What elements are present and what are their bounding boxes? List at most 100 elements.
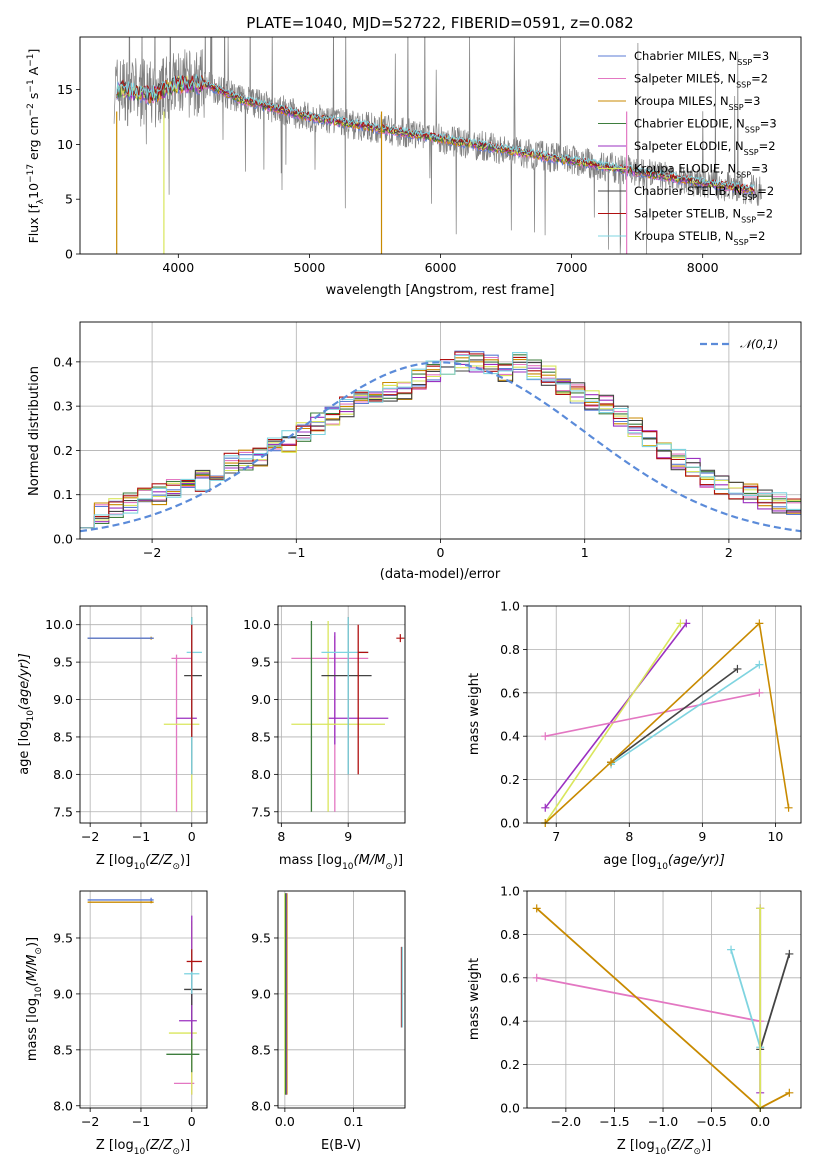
y-tick-label: 8.0 [53,1098,73,1113]
x-tick-label: 0 [188,1114,196,1129]
marker-plus [727,945,736,954]
halpha-line [513,37,516,156]
z-mass-ylabel: mass [log10(M/M⊙)] [25,937,44,1061]
legend-label-value: =3 [760,117,777,131]
y-tick-label: 8.0 [251,1098,271,1113]
age-massweight-axes-frame [526,605,802,824]
residual-histogram: −2 −1 0 1 2 0.0 0.1 0.2 0.3 0.4 𝒩(0,1) (data-mode… [27,321,802,582]
mass-weight-line [759,953,791,1050]
y-tick-label: 0.8 [500,642,520,657]
marker-plus [607,758,616,767]
marker-plus [756,904,765,913]
y-tick-label: 0.3 [53,399,73,414]
legend-label: Kroupa MILES, NSSP=3 [634,94,760,112]
y-tick-label: 8.5 [251,729,271,744]
z-massweight-axes-frame [526,890,802,1109]
marker-plus [532,904,541,913]
x-tick-label: −2 [143,545,161,560]
x-tick-label: 0.1 [344,1114,364,1129]
legend-label: Chabrier STELIB, NSSP=2 [634,184,774,202]
z-mass-axes-frame [79,890,208,1109]
y-tick-label: 0.6 [500,970,520,985]
y-tick-label: 0.0 [500,1101,520,1116]
legend-label: Chabrier ELODIE, NSSP=3 [634,117,777,135]
z-massweight-xlabel: Z [log10(Z/Z⊙)] [617,1138,711,1157]
y-tick-label: 1.0 [500,599,520,614]
x-tick-label: 2 [725,545,733,560]
y-tick-label: 0.8 [500,927,520,942]
legend-label-value: =2 [756,207,773,221]
ebv-mass-axes-frame [277,890,406,1109]
marker-plus [785,949,794,958]
z-age-ylabel: age [log10(age/yr)] [17,653,36,775]
marker-plus [676,619,685,628]
ebv-mass-plot: 0.0 0.1 8.0 8.5 9.0 9.5 E(B-V) [251,890,406,1153]
legend-label-sub: SSP [737,58,752,67]
x-tick-label: 6000 [425,260,457,275]
spectrum-ylabel: Flux [fλ10−17 erg cm−2 s−1 A−1] [26,49,46,244]
x-tick-label: 7 [552,829,560,844]
y-tick-label: 9.0 [251,692,271,707]
mass-age-xlabel: mass [log10(M/M⊙)] [279,853,403,872]
marker-plus [541,803,550,812]
x-tick-label: −0.5 [696,1114,726,1129]
age-massweight-plot: 7 8 9 10 0.0 0.2 0.4 0.6 0.8 1.0 age [log10(age/y… [467,599,802,872]
y-tick-label: 15 [57,82,73,97]
x-tick-label: 8 [625,829,633,844]
mass-weight-line [610,668,738,763]
ebv-mass-xlabel: E(B-V) [321,1138,361,1153]
spectrum-plot: 4000 5000 6000 7000 8000 0 5 10 15 Chabrier MILE… [26,36,802,298]
y-tick-label: 1.0 [500,884,520,899]
y-tick-label: 5 [65,192,73,207]
y-tick-label: 8.5 [251,1042,271,1057]
y-tick-label: 0.2 [500,1057,520,1072]
x-tick-label: 1 [581,545,589,560]
y-tick-label: 0 [65,247,73,262]
marker-plus [784,803,793,812]
mass-weight-line [544,621,790,824]
y-tick-label: 0.0 [500,816,520,831]
y-tick-label: 7.5 [251,804,271,819]
histogram-xlabel: (data-model)/error [380,567,501,582]
marker-plus [755,619,764,628]
age-massweight-ylabel: mass weight [467,673,482,755]
z-age-axes-frame [79,605,208,824]
y-tick-label: 10 [57,137,73,152]
y-tick-label: 7.5 [53,804,73,819]
y-tick-label: 0.4 [500,1014,520,1029]
x-tick-label: 8 [277,829,285,844]
legend-label-sub: SSP [742,193,757,202]
spectrum-legend: Chabrier MILES, NSSP=3 Salpeter MILES, NS… [598,49,777,247]
mass-weight-line [730,949,762,1048]
z-age-plot: −2 −1 0 7.5 8.0 8.5 9.0 9.5 10.0 Z [log10(Z/Z⊙)]… [17,605,208,872]
legend-label-value: =2 [749,229,766,243]
y-tick-label: 0.0 [53,532,73,547]
legend-label-sub: SSP [736,80,751,89]
x-tick-label: 7000 [556,260,588,275]
y-tick-label: 0.4 [500,729,520,744]
legend-label-value: =3 [752,49,769,63]
mass-age-plot: 8 9 7.5 8.0 8.5 9.0 9.5 10.0 mass [log10(M/M⊙)] [243,605,406,872]
mass-weight-line [544,622,687,809]
gaussian-curve [80,361,801,533]
x-tick-label: −1.5 [599,1114,629,1129]
legend-label-sub: SSP [744,148,759,157]
gaussian-legend-label: 𝒩(0,1) [740,337,778,351]
y-tick-label: 0.4 [53,354,73,369]
marker-plus [396,634,405,643]
legend-label: Salpeter MILES, NSSP=2 [634,72,768,90]
y-tick-label: 0.2 [53,443,73,458]
legend-label-value: =3 [751,162,768,176]
z-age-xlabel: Z [log10(Z/Z⊙)] [96,853,190,872]
legend-label: Salpeter STELIB, NSSP=2 [634,207,773,225]
x-tick-label: 4000 [162,260,194,275]
x-tick-label: 0.0 [275,1114,295,1129]
legend-label-value: =2 [751,72,768,86]
y-tick-label: 9.0 [251,986,271,1001]
y-tick-label: 0.6 [500,685,520,700]
y-tick-label: 9.0 [53,692,73,707]
spectrum-xlabel: wavelength [Angstrom, rest frame] [326,283,555,298]
legend-label: Kroupa STELIB, NSSP=2 [634,229,765,247]
x-tick-label: −1 [287,545,305,560]
